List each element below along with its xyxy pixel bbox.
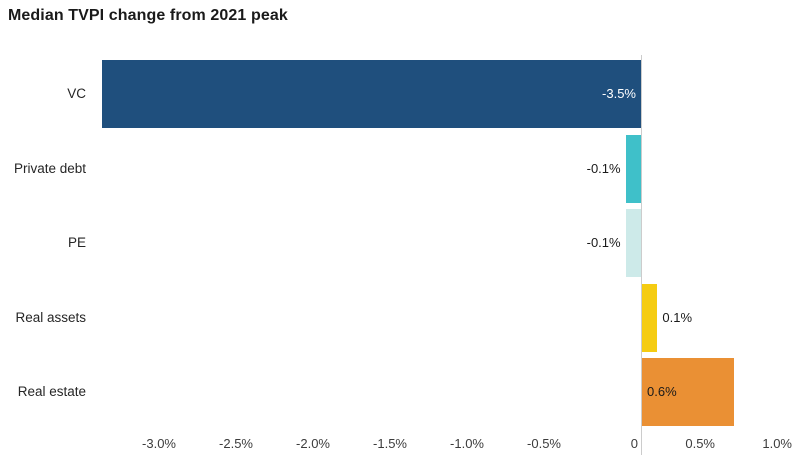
chart-title: Median TVPI change from 2021 peak: [8, 7, 288, 24]
value-label-pe: -0.1%: [586, 235, 621, 250]
category-label-pe: PE: [67, 235, 86, 250]
x-tick-label-0.5pct: 0.5%: [685, 436, 715, 451]
x-tick-label--3.0pct: -3.0%: [142, 436, 176, 451]
bar-pe: [625, 209, 641, 277]
x-tick-label--2.0pct: -2.0%: [296, 436, 330, 451]
x-tick-label--2.5pct: -2.5%: [219, 436, 253, 451]
bar-real-assets: [642, 283, 658, 352]
value-label-real-estate: 0.6%: [647, 384, 677, 399]
zero-axis-line: [641, 55, 642, 455]
x-tick-label--1.5pct: -1.5%: [373, 436, 407, 451]
value-label-private-debt: -0.1%: [586, 160, 621, 176]
category-label-vc: VC: [67, 86, 86, 101]
bar-vc: [102, 60, 641, 128]
value-label-real-assets: 0.1%: [662, 309, 693, 325]
bar-private-debt: [625, 134, 641, 203]
category-label-real-assets: Real assets: [15, 309, 86, 325]
value-label-vc: -3.5%: [602, 86, 636, 101]
category-label-private-debt: Private debt: [13, 160, 86, 176]
x-tick-label-1.0pct: 1.0%: [762, 436, 792, 451]
x-tick-label--1.0pct: -1.0%: [450, 436, 484, 451]
bar-real-estate: [642, 358, 735, 426]
x-tick-label--0.5pct: -0.5%: [527, 436, 561, 451]
x-tick-label-0: 0: [630, 436, 638, 451]
category-label-real-estate: Real estate: [17, 384, 86, 399]
